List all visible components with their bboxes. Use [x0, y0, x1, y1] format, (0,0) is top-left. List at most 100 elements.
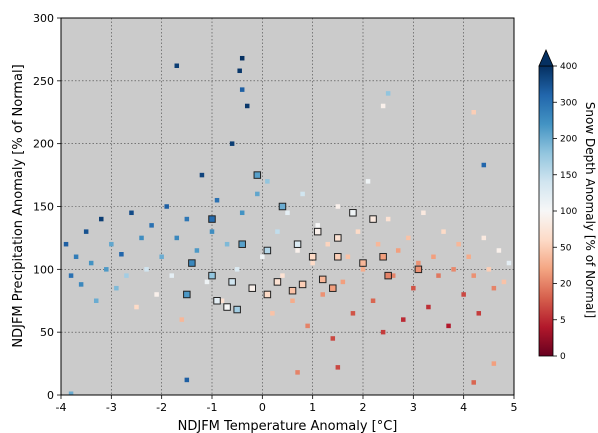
highlighted-point [223, 303, 231, 311]
y-tick-label: 150 [33, 201, 54, 214]
data-point [441, 229, 446, 234]
x-axis: -4 -3 -2 -1 0 1 2 3 4 5 [56, 395, 518, 414]
data-point [109, 241, 114, 247]
data-point [330, 336, 336, 341]
highlighted-point [379, 253, 387, 261]
data-point [350, 311, 356, 316]
data-point [169, 273, 174, 278]
data-point [164, 204, 169, 209]
data-point [315, 223, 320, 228]
data-point [335, 365, 341, 370]
data-point [411, 285, 416, 291]
x-tick-label: 0 [259, 401, 266, 414]
highlighted-point [208, 271, 216, 280]
data-point [209, 229, 215, 234]
x-tick-label: -4 [56, 401, 67, 414]
data-point [275, 229, 280, 234]
colorbar-tick-label: 300 [560, 98, 577, 108]
data-point [491, 361, 497, 366]
colorbar-gradient [538, 65, 554, 357]
data-point [114, 285, 119, 291]
data-point [119, 252, 124, 257]
data-point [390, 273, 396, 278]
colorbar-tick-label: 20 [560, 280, 572, 290]
data-point [496, 248, 502, 253]
colorbar-tick-label: 200 [560, 135, 577, 145]
data-point [239, 210, 245, 216]
data-point [234, 267, 240, 272]
x-tick-label: 3 [410, 401, 417, 414]
colorbar-ticks: 0 5 20 50 100 150 200 300 400 [553, 62, 577, 362]
highlighted-point [288, 286, 297, 295]
data-point [466, 254, 471, 260]
y-tick-label: 50 [40, 326, 54, 339]
highlighted-point [248, 284, 257, 292]
data-point [93, 298, 99, 303]
x-tick-label: 2 [360, 401, 367, 414]
data-point [395, 248, 401, 253]
data-point [129, 210, 134, 216]
data-point [491, 285, 497, 291]
x-tick-label: -2 [156, 401, 167, 414]
data-point [219, 298, 225, 303]
data-point [406, 235, 411, 241]
highlighted-point [188, 259, 196, 267]
highlighted-point [334, 253, 342, 261]
data-point [280, 273, 285, 278]
data-point [476, 311, 482, 316]
x-tick-label: -1 [207, 401, 218, 414]
data-point [295, 370, 300, 375]
data-point [401, 317, 406, 322]
x-axis-label: NDJFM Temperature Anomaly [°C] [178, 419, 398, 433]
data-point [237, 68, 242, 74]
data-point [239, 55, 245, 61]
data-point [144, 267, 149, 272]
data-point [270, 311, 275, 316]
highlighted-point [233, 305, 241, 314]
colorbar-tick-label: 400 [560, 62, 577, 72]
data-point [300, 191, 305, 197]
data-point [426, 304, 431, 310]
data-point [179, 317, 185, 322]
data-point [78, 282, 84, 287]
highlighted-point [293, 240, 302, 248]
data-point [451, 267, 456, 272]
data-point [63, 241, 69, 247]
data-point [139, 235, 144, 241]
y-tick-label: 0 [47, 389, 54, 402]
data-point [214, 197, 220, 203]
data-point [265, 179, 270, 184]
data-point [446, 323, 451, 329]
data-point [421, 210, 426, 216]
highlighted-point [228, 278, 236, 286]
data-point [88, 260, 94, 266]
highlighted-point [334, 234, 342, 242]
y-axis: 0 50 100 150 200 250 300 [33, 12, 61, 402]
data-point [224, 241, 230, 247]
data-point [68, 273, 74, 278]
data-point [335, 204, 341, 209]
y-tick-label: 100 [33, 263, 54, 276]
data-point [416, 260, 421, 266]
data-point [68, 391, 74, 395]
highlighted-point [208, 215, 216, 223]
data-point [380, 103, 386, 109]
highlighted-point [273, 278, 282, 286]
data-point [385, 91, 391, 96]
data-point [310, 260, 315, 266]
data-point [436, 273, 441, 278]
x-tick-label: 4 [460, 401, 467, 414]
data-point [340, 279, 346, 285]
data-point [255, 191, 260, 197]
colorbar-tick-label: 100 [560, 207, 577, 217]
colorbar-tick-label: 5 [560, 316, 566, 326]
data-point [365, 179, 371, 184]
data-point [239, 87, 245, 92]
data-point [385, 216, 391, 222]
highlighted-point [253, 171, 262, 179]
data-point [360, 267, 366, 272]
data-point [99, 216, 104, 222]
data-point [174, 63, 180, 69]
data-point [481, 162, 487, 168]
highlighted-point [238, 240, 246, 248]
